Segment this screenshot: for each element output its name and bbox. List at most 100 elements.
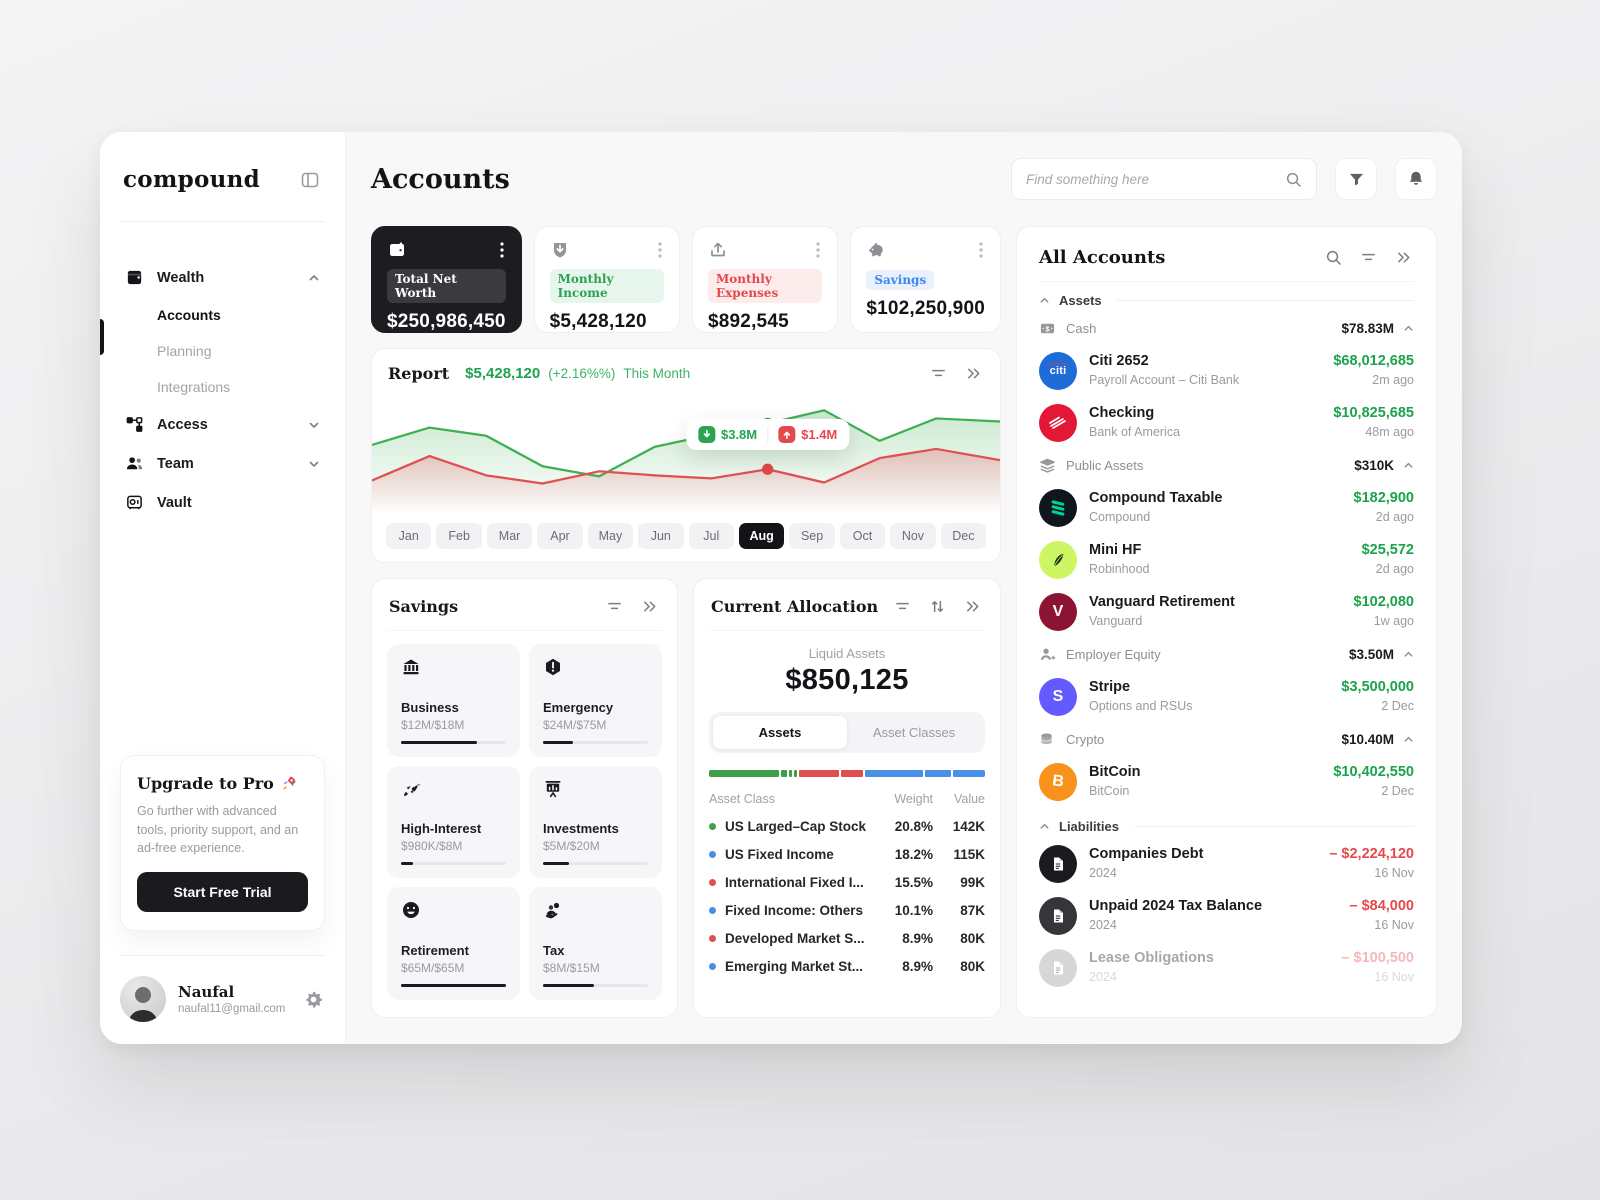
month-pill-nov[interactable]: Nov: [890, 523, 936, 549]
allocation-row[interactable]: US Larged–Cap Stock 20.8% 142K: [709, 819, 985, 834]
sort-icon[interactable]: [927, 596, 948, 617]
income-line: [372, 409, 1000, 478]
savings-tile-investments[interactable]: Investments $5M/$20M: [529, 765, 662, 879]
tab-asset-classes[interactable]: Asset Classes: [872, 725, 956, 740]
start-free-trial-button[interactable]: Start Free Trial: [137, 872, 308, 912]
category-employer-equity[interactable]: Employer Equity $3.50M: [1039, 638, 1414, 671]
filter-lines-icon[interactable]: [1358, 247, 1379, 268]
user-profile[interactable]: Naufal naufal11@gmail.com: [120, 955, 325, 1022]
expand-icon[interactable]: [639, 596, 660, 617]
month-pill-dec[interactable]: Dec: [940, 523, 987, 549]
expand-icon[interactable]: [963, 363, 984, 384]
search-icon[interactable]: [1323, 247, 1344, 268]
filter-lines-icon[interactable]: [928, 363, 949, 384]
search-icon: [1286, 172, 1301, 187]
account-row-citi[interactable]: citi Citi 2652 Payroll Account – Citi Ban…: [1039, 345, 1414, 397]
stat-card-monthly-expenses[interactable]: Monthly Expenses $892,545: [692, 226, 839, 333]
month-pill-jul[interactable]: Jul: [688, 523, 734, 549]
report-chart[interactable]: $3.8M $1.4M: [372, 392, 1000, 514]
team-icon: [126, 457, 143, 470]
account-row-stripe[interactable]: S Stripe Options and RSUs $3,500,000 2 Dec: [1039, 671, 1414, 723]
notifications-button[interactable]: [1395, 158, 1437, 200]
month-pill-jan[interactable]: Jan: [386, 523, 432, 549]
sidebar-item-access[interactable]: Access: [120, 405, 325, 444]
emergency-icon: [546, 658, 560, 676]
allocation-row[interactable]: International Fixed I... 15.5% 99K: [709, 875, 985, 890]
account-row-mini-hf[interactable]: Mini HF Robinhood $25,572 2d ago: [1039, 534, 1414, 586]
savings-tile-tax[interactable]: Tax $8M/$15M: [529, 887, 662, 1000]
liability-row-lease-obligations[interactable]: Lease Obligations 2024 – $100,500 16 Nov: [1039, 942, 1414, 994]
sidebar-item-vault[interactable]: Vault: [120, 483, 325, 522]
left-column: Total Net Worth $250,986,450 Monthly Inc…: [371, 226, 1001, 1018]
stat-value: $250,986,450: [387, 311, 506, 332]
vault-icon: [127, 495, 142, 510]
card-menu-icon[interactable]: [814, 240, 822, 260]
savings-tile-retirement[interactable]: Retirement $65M/$65M: [387, 887, 520, 1000]
filter-lines-icon[interactable]: [892, 596, 913, 617]
savings-name: Retirement: [401, 943, 469, 958]
card-menu-icon[interactable]: [977, 240, 985, 260]
layers-icon: [1040, 458, 1055, 473]
account-row-compound-taxable[interactable]: Compound Taxable Compound $182,900 2d ago: [1039, 482, 1414, 534]
month-pill-jun[interactable]: Jun: [638, 523, 684, 549]
expand-icon[interactable]: [962, 596, 983, 617]
gear-icon[interactable]: [302, 988, 325, 1011]
expense-line: [372, 447, 1000, 485]
sidebar-item-wealth[interactable]: Wealth: [120, 258, 325, 297]
card-menu-icon[interactable]: [498, 240, 506, 260]
search-input[interactable]: [1026, 171, 1277, 187]
active-nav-indicator: [100, 319, 104, 355]
filter-button[interactable]: [1335, 158, 1377, 200]
savings-card: Savings Business $12M/$18M: [371, 578, 678, 1018]
cash-icon: $: [1040, 323, 1055, 333]
tooltip-income-value: $3.8M: [720, 427, 758, 442]
account-row-bitcoin[interactable]: B BitCoin BitCoin $10,402,550 2 Dec: [1036, 756, 1414, 808]
savings-amount: $5M/$20M: [543, 839, 600, 854]
chevron-up-icon: [1404, 736, 1413, 742]
allocation-row[interactable]: Emerging Market St... 8.9% 80K: [709, 959, 985, 974]
category-public-assets[interactable]: Public Assets $310K: [1039, 449, 1414, 482]
svg-text:$: $: [1045, 324, 1050, 333]
savings-name: Business: [401, 699, 459, 715]
sidebar-collapse-icon[interactable]: [298, 168, 322, 192]
allocation-row[interactable]: Fixed Income: Others 10.1% 87K: [709, 903, 985, 918]
group-assets[interactable]: Assets: [1039, 293, 1414, 308]
month-pill-sep[interactable]: Sep: [789, 523, 835, 549]
filter-lines-icon[interactable]: [604, 596, 625, 617]
month-pill-aug[interactable]: Aug: [738, 523, 785, 549]
group-liabilities[interactable]: Liabilities: [1039, 819, 1414, 834]
savings-tile-high-interest[interactable]: High-Interest $980K/$8M: [387, 765, 520, 879]
chevron-up-icon: [1404, 325, 1413, 331]
chevron-down-icon: [308, 458, 320, 470]
card-menu-icon[interactable]: [656, 240, 664, 260]
tab-assets[interactable]: Assets: [713, 716, 847, 749]
expand-icon[interactable]: [1393, 247, 1414, 268]
month-pill-may[interactable]: May: [587, 523, 634, 549]
month-pill-oct[interactable]: Oct: [839, 523, 886, 549]
sidebar-item-integrations[interactable]: Integrations: [157, 379, 231, 395]
category-cash[interactable]: $ Cash $78.83M: [1039, 312, 1414, 345]
stat-card-savings[interactable]: Savings $102,250,900: [850, 226, 1001, 333]
account-row-vanguard[interactable]: V Vanguard Retirement Vanguard $102,080 1w…: [1039, 586, 1414, 638]
liability-row-companies-debt[interactable]: Companies Debt 2024 – $2,224,120 16 Nov: [1039, 838, 1414, 890]
savings-tile-emergency[interactable]: Emergency $24M/$75M: [529, 644, 662, 757]
allocation-row[interactable]: Developed Market S... 8.9% 80K: [709, 931, 985, 946]
month-pill-apr[interactable]: Apr: [537, 523, 583, 549]
stat-card-monthly-income[interactable]: Monthly Income $5,428,120: [533, 226, 680, 333]
sidebar-nav: Wealth Accounts Planning Integrations Ac…: [120, 258, 325, 522]
sidebar-item-planning[interactable]: Planning: [157, 343, 212, 359]
stat-card-net-worth[interactable]: Total Net Worth $250,986,450: [371, 226, 522, 333]
liability-row-unpaid-tax[interactable]: Unpaid 2024 Tax Balance 2024 – $84,000 16 …: [1039, 890, 1414, 942]
savings-tile-business[interactable]: Business $12M/$18M: [387, 644, 520, 757]
category-crypto[interactable]: Crypto $10.40M: [1039, 723, 1414, 756]
allocation-row[interactable]: US Fixed Income 18.2% 115K: [709, 847, 985, 862]
sidebar-item-team[interactable]: Team: [120, 444, 325, 483]
stat-value: $5,428,120: [549, 311, 647, 332]
month-pill-feb[interactable]: Feb: [436, 523, 482, 549]
savings-tiles: Business $12M/$18M Emergency $24M/$75M: [387, 644, 662, 1000]
app-window: compound Wealth Accounts Planning Integr…: [100, 132, 1462, 1044]
sidebar-item-accounts[interactable]: Accounts: [157, 307, 221, 323]
sidebar: compound Wealth Accounts Planning Integr…: [100, 132, 346, 1044]
month-pill-mar[interactable]: Mar: [486, 523, 533, 549]
account-row-checking[interactable]: Checking Bank of America $10,825,685 48m a…: [1039, 397, 1414, 449]
